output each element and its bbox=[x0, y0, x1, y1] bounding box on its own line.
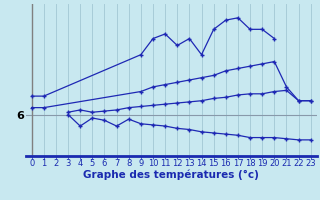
X-axis label: Graphe des températures (°c): Graphe des températures (°c) bbox=[83, 170, 259, 180]
